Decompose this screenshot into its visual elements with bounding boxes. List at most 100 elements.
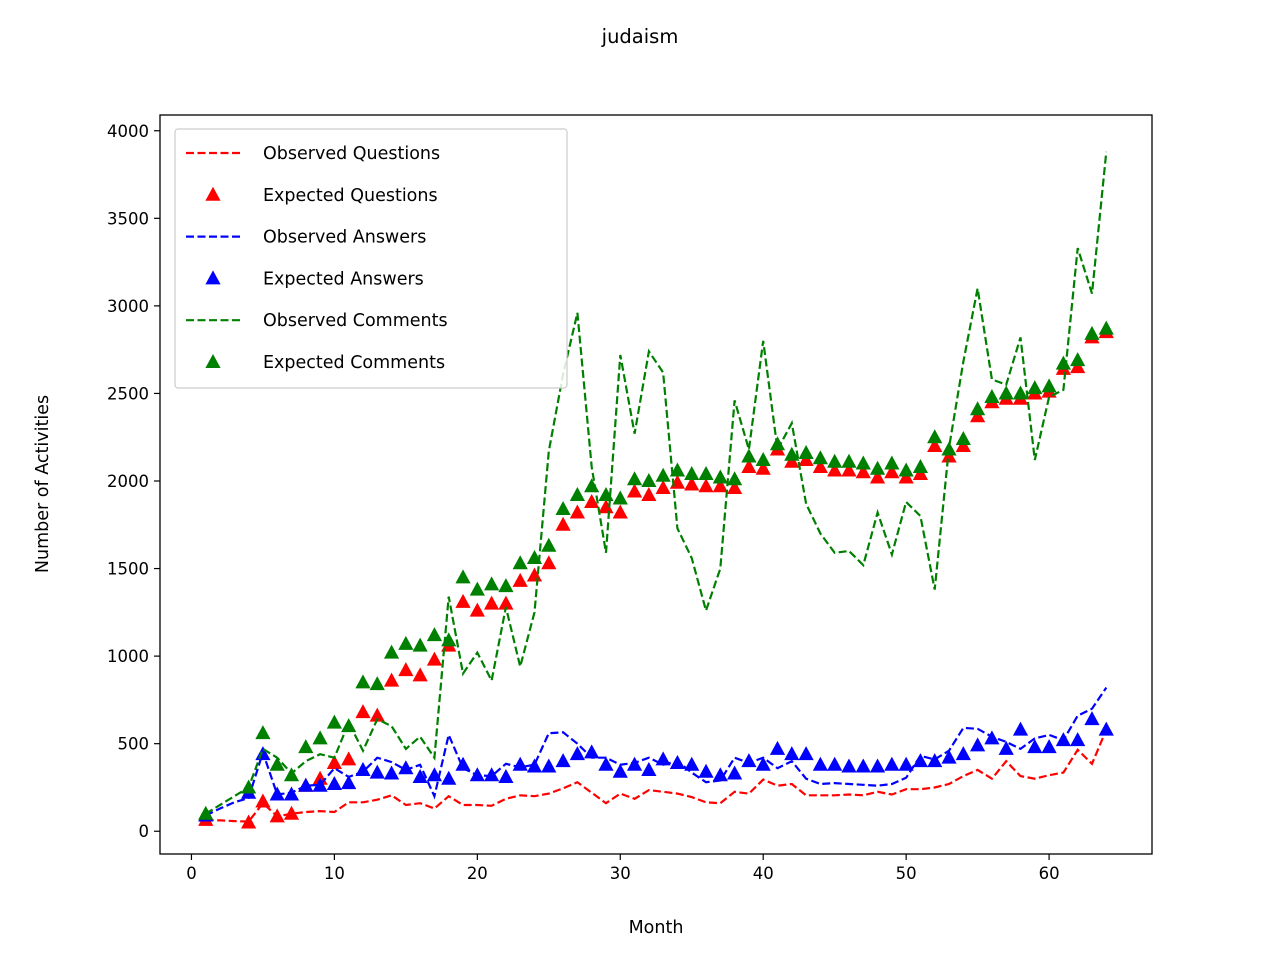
data-point-expected-questions (512, 572, 528, 587)
data-point-expected-comments (355, 674, 371, 689)
data-point-expected-answers (1070, 732, 1086, 747)
legend-label-expected-questions: Expected Questions (263, 186, 438, 206)
data-point-expected-comments (698, 465, 714, 480)
legend-label-expected-comments: Expected Comments (263, 353, 445, 373)
data-point-expected-comments (1055, 355, 1071, 370)
x-tick-label: 40 (753, 864, 774, 883)
data-point-expected-comments (970, 401, 986, 416)
data-point-expected-comments (555, 501, 571, 516)
data-point-expected-answers (912, 753, 929, 768)
data-point-expected-answers (283, 786, 300, 801)
data-point-expected-answers (755, 756, 771, 771)
y-tick-label: 2000 (107, 472, 149, 491)
data-point-expected-comments (1084, 325, 1100, 340)
data-point-expected-comments (269, 756, 285, 771)
legend-frame (174, 128, 568, 389)
data-point-expected-answers (784, 746, 800, 761)
data-point-expected-answers (326, 775, 342, 790)
data-point-expected-answers (684, 756, 700, 771)
data-point-expected-answers (269, 786, 285, 801)
data-point-expected-answers (598, 756, 614, 771)
data-point-expected-comments (598, 487, 614, 502)
data-point-expected-comments (955, 430, 971, 445)
data-point-expected-questions (655, 480, 671, 495)
data-point-expected-comments (612, 490, 628, 505)
y-axis: 0 500 1000 1500 2000 2500 3000 3500 4000 (107, 122, 160, 841)
legend-swatch-expected-questions (205, 186, 221, 201)
data-point-expected-questions (941, 448, 957, 463)
data-point-expected-answers (727, 765, 743, 780)
data-point-expected-answers (355, 761, 371, 776)
legend: Observed Questions Expected Questions Obse… (174, 128, 568, 389)
data-point-expected-answers (455, 756, 471, 771)
legend-label-observed-comments: Observed Comments (263, 311, 448, 331)
data-point-expected-comments (1027, 380, 1043, 395)
series-line-observed-answers (205, 686, 1108, 817)
data-point-expected-questions (741, 458, 757, 473)
data-point-expected-comments (541, 537, 557, 552)
data-point-expected-comments (998, 385, 1014, 400)
data-point-expected-comments (369, 676, 385, 691)
data-point-expected-questions (569, 504, 585, 519)
data-point-expected-comments (412, 637, 428, 652)
data-point-expected-answers (669, 754, 686, 769)
data-point-expected-answers (512, 756, 528, 771)
data-point-expected-questions (827, 462, 843, 477)
legend-swatch-expected-answers (205, 270, 221, 285)
data-point-expected-answers (584, 744, 600, 759)
data-point-expected-comments (1098, 320, 1114, 335)
data-point-expected-answers (626, 756, 643, 771)
data-point-expected-answers (498, 768, 514, 783)
data-point-expected-questions (684, 476, 700, 491)
data-point-expected-comments (741, 448, 757, 463)
data-point-expected-comments (884, 455, 900, 470)
data-point-expected-answers (469, 767, 485, 782)
data-point-expected-answers (927, 753, 943, 768)
data-point-expected-comments (1012, 385, 1029, 400)
data-point-expected-questions (541, 555, 557, 570)
x-tick-label: 30 (610, 864, 631, 883)
data-point-expected-questions (912, 465, 929, 480)
data-point-expected-answers (298, 777, 314, 792)
x-axis: 0 10 20 30 40 50 60 (186, 854, 1060, 883)
y-tick-label: 1500 (107, 560, 149, 579)
data-point-expected-comments (841, 453, 857, 468)
y-tick-label: 3500 (107, 209, 149, 228)
data-point-expected-questions (927, 437, 943, 452)
y-tick-label: 2500 (107, 384, 149, 403)
series-line-observed-comments (205, 151, 1108, 815)
data-point-expected-questions (555, 516, 571, 531)
data-point-expected-questions (626, 483, 643, 498)
data-point-expected-questions (784, 453, 800, 468)
data-point-expected-comments (898, 462, 914, 477)
data-point-expected-answers (1041, 739, 1057, 754)
data-point-expected-comments (426, 627, 443, 642)
data-point-expected-answers (526, 758, 543, 773)
data-point-expected-answers (798, 746, 814, 761)
data-point-expected-questions (898, 469, 914, 484)
data-point-expected-questions (269, 808, 285, 823)
data-point-expected-comments (626, 471, 643, 486)
data-point-expected-comments (869, 460, 886, 475)
data-point-expected-answers (555, 753, 571, 768)
data-point-expected-answers (569, 746, 585, 761)
data-point-expected-comments (383, 644, 400, 659)
data-point-expected-comments (984, 388, 1000, 403)
data-point-expected-questions (369, 707, 385, 722)
legend-label-observed-answers: Observed Answers (263, 228, 426, 248)
data-point-expected-answers (383, 765, 400, 780)
y-tick-label: 1000 (107, 647, 149, 666)
data-point-expected-answers (484, 767, 500, 782)
data-point-expected-answers (541, 758, 557, 773)
data-point-expected-answers (412, 768, 428, 783)
data-point-expected-questions (241, 814, 257, 829)
data-point-expected-comments (827, 453, 843, 468)
data-point-expected-questions (841, 462, 857, 477)
data-point-expected-questions (855, 464, 871, 479)
data-point-expected-comments (798, 444, 814, 459)
data-point-expected-comments (584, 478, 600, 493)
data-point-expected-comments (784, 446, 800, 461)
data-point-expected-comments (298, 739, 314, 754)
y-tick-label: 4000 (107, 122, 149, 141)
data-point-expected-comments (512, 555, 528, 570)
